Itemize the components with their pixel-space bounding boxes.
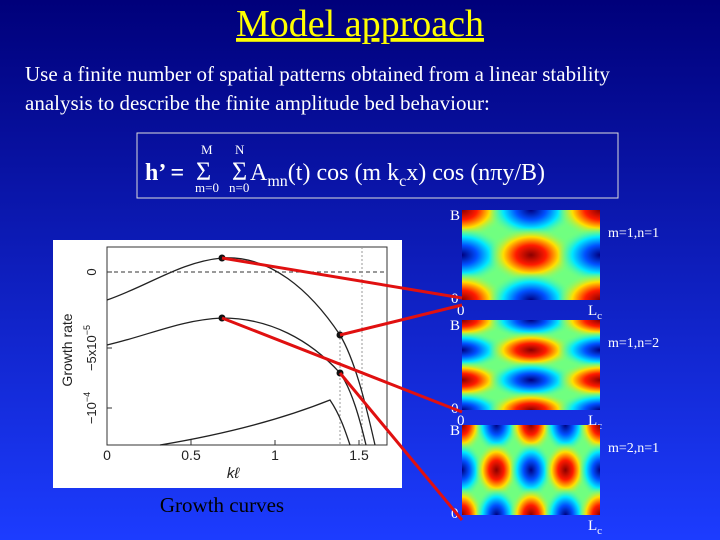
axis-label: B <box>450 423 460 439</box>
title: Model approach <box>236 3 484 45</box>
axis-label: 0 <box>451 291 459 307</box>
pattern-blob <box>578 487 600 515</box>
pattern-blob <box>509 487 553 515</box>
growth-curve <box>106 317 367 446</box>
plot-background <box>53 240 402 488</box>
x-tick-label: 1.5 <box>349 447 369 463</box>
formula-text: (t) cos (m k <box>288 160 399 186</box>
axis-sub: c <box>597 525 602 537</box>
axis-label: 0 <box>457 303 465 319</box>
formula-box <box>136 132 619 199</box>
formula-rhs: Amn(t) cos (m kcx) cos (nπy/B) <box>250 160 545 190</box>
formula: h’ = Σ M m=0 Σ N n=0 Amn(t) cos (m kcx) … <box>145 142 545 195</box>
axis-text: L <box>588 303 597 319</box>
axis-label: 0 <box>457 413 465 429</box>
pattern-blob <box>544 487 587 515</box>
pattern-blob <box>488 331 574 369</box>
pattern-blob <box>488 361 574 399</box>
pattern-blob <box>475 442 518 498</box>
tick-text: −10 <box>84 402 99 424</box>
axis-label: 0 <box>451 506 459 522</box>
sum-top: N <box>235 142 245 157</box>
formula-text: A <box>250 160 268 186</box>
sum: Σ <box>232 157 247 186</box>
connectors <box>221 256 464 521</box>
body-line: Use a finite number of spatial patterns … <box>25 62 610 86</box>
pattern-blob <box>557 331 600 369</box>
connector <box>221 316 463 414</box>
pattern-label: m=1,n=1 <box>608 226 659 241</box>
sum-top: M <box>201 142 213 157</box>
formula-sub: mn <box>267 173 287 190</box>
axis-text: L <box>588 413 597 429</box>
pattern-blob <box>488 391 574 410</box>
growth-plot: Growth rate kℓ 0 −5x10−5 −10−4 0 0.5 1 1.5 <box>53 240 402 488</box>
y-tick-label: −10−4 <box>82 392 99 424</box>
body-line: analysis to describe the finite amplitud… <box>25 91 490 115</box>
axis-label: B <box>450 318 460 334</box>
pattern-panel <box>462 425 600 515</box>
pattern-blob <box>557 227 600 283</box>
connector <box>339 303 463 337</box>
growth-curve <box>159 399 351 446</box>
pattern-label: m=1,n=2 <box>608 336 659 351</box>
pattern-blob <box>544 442 587 498</box>
formula-lhs: h’ = <box>145 160 184 186</box>
x-axis-label: kℓ <box>227 465 241 482</box>
y-tick-label: 0 <box>84 268 99 275</box>
axis-label: Lc <box>588 518 602 537</box>
tick-text: 0 <box>84 268 99 275</box>
sum: Σ <box>196 157 211 186</box>
pattern-blob <box>475 487 518 515</box>
tick-sup: −5 <box>82 325 92 335</box>
formula-text: x) cos (nπy/B) <box>406 160 545 186</box>
pattern-label: m=2,n=1 <box>608 441 659 456</box>
tick-text: −5x10 <box>84 335 99 371</box>
pattern-blob <box>578 442 600 498</box>
growth-curve <box>106 257 376 446</box>
y-tick-label: −5x10−5 <box>82 325 99 371</box>
pattern-panel <box>462 320 600 410</box>
pattern-blob <box>488 272 574 300</box>
plot-frame <box>106 246 388 446</box>
x-tick-label: 1 <box>271 447 279 463</box>
axis-label: B <box>450 208 460 224</box>
axis-label: Lc <box>588 303 602 322</box>
x-tick-label: 0 <box>103 447 111 463</box>
pattern-blob <box>509 442 553 498</box>
connector <box>338 372 464 521</box>
sum-bottom: n=0 <box>229 180 249 195</box>
sum-bottom: m=0 <box>195 180 219 195</box>
tick-sup: −4 <box>82 392 92 402</box>
pattern-blob <box>557 391 600 410</box>
pattern-blob <box>557 361 600 399</box>
y-axis-label: Growth rate <box>59 313 75 386</box>
axis-sub: c <box>597 310 602 322</box>
pattern-blob <box>488 227 574 283</box>
x-tick-label: 0.5 <box>181 447 201 463</box>
formula-sub: c <box>399 173 406 190</box>
axis-text: L <box>588 518 597 534</box>
caption: Growth curves <box>160 493 284 517</box>
connector <box>221 256 463 300</box>
pattern-panel <box>462 210 600 300</box>
pattern-blob <box>557 272 600 300</box>
